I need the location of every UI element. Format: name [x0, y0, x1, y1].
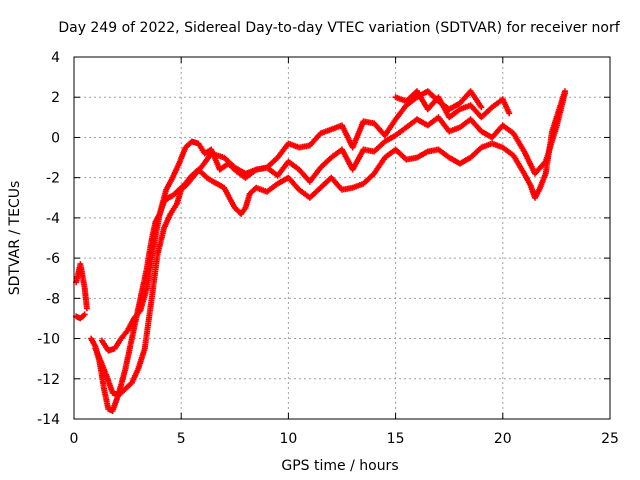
series-pass-1 — [73, 261, 90, 312]
series-pass-4 — [92, 90, 568, 398]
chart-title: Day 249 of 2022, Sidereal Day-to-day VTE… — [58, 20, 620, 36]
series-markers — [73, 311, 88, 322]
y-tick-label: 4 — [51, 50, 60, 66]
x-tick-label: 5 — [177, 431, 186, 447]
x-tick-label: 15 — [387, 431, 405, 447]
series-pass-6 — [392, 88, 513, 121]
y-tick-label: 0 — [51, 130, 60, 146]
x-tick-label: 20 — [494, 431, 512, 447]
series-pass-2 — [73, 311, 88, 322]
y-tick-label: -10 — [37, 332, 60, 348]
y-tick-label: -12 — [37, 372, 60, 388]
axis-ticks: 0 5 10 15 20 25 -14 -12 -10 -8 -6 -4 -2 0 2 4 — [37, 50, 619, 447]
x-axis-label: GPS time / hours — [281, 458, 398, 474]
series-markers — [392, 88, 513, 121]
series-markers — [73, 261, 90, 312]
series-pass-3 — [88, 88, 568, 414]
data-marks — [73, 88, 568, 414]
y-axis-label: SDTVAR / TECUs — [7, 181, 23, 296]
x-tick-label: 25 — [601, 431, 619, 447]
series-markers — [88, 88, 568, 414]
y-tick-label: -4 — [46, 211, 60, 227]
y-tick-label: -8 — [46, 291, 60, 307]
x-tick-label: 0 — [70, 431, 79, 447]
plot-frame — [73, 56, 611, 420]
series-markers — [98, 88, 485, 354]
series-pass-5 — [98, 88, 485, 354]
y-tick-label: -6 — [46, 251, 60, 267]
series-markers — [92, 90, 568, 398]
y-tick-label: 2 — [51, 90, 60, 106]
y-tick-label: -14 — [37, 412, 60, 428]
x-tick-label: 10 — [279, 431, 297, 447]
y-tick-label: -2 — [46, 171, 60, 187]
